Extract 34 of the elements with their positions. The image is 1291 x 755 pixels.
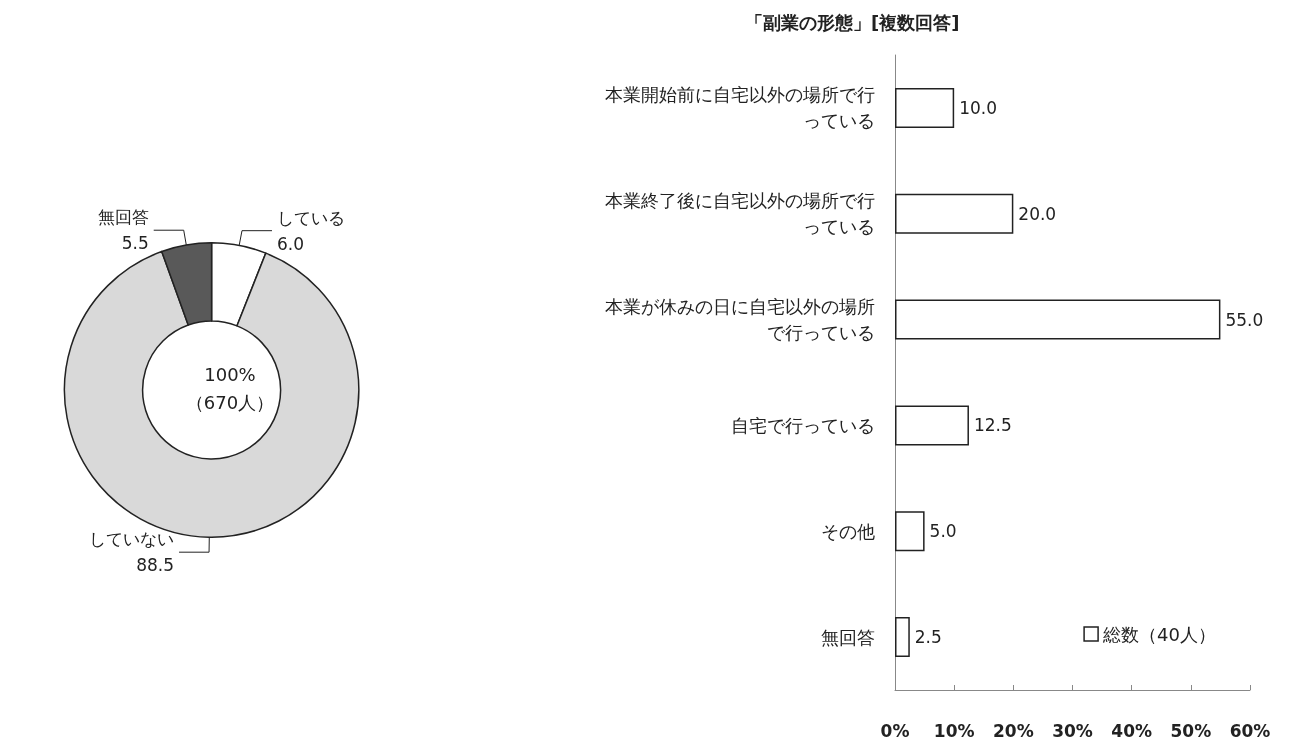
- bar: [895, 299, 1221, 340]
- bar: [895, 405, 969, 446]
- x-tick-label: 0%: [880, 720, 910, 741]
- legend-label: 総数（40人）: [1102, 623, 1216, 645]
- x-tick-label: 10%: [933, 720, 975, 741]
- y-tick-label: 本業終了後に自宅以外の場所で行っている: [605, 190, 875, 238]
- data-label: 5.5: [121, 233, 149, 254]
- data-label: 6.0: [276, 233, 305, 254]
- data-label: 88.5: [136, 555, 175, 576]
- bar: [895, 193, 1014, 234]
- data-label: 2.5: [914, 627, 942, 648]
- x-tick-label: 50%: [1170, 720, 1212, 741]
- slice-label: していない: [89, 529, 175, 550]
- bar: [895, 511, 925, 552]
- data-label: 12.5: [973, 415, 1012, 436]
- text: 100% （670人）: [185, 363, 275, 413]
- slice-label: している: [276, 207, 345, 228]
- data-label: 20.0: [1018, 203, 1057, 224]
- x-tick-label: 40%: [1111, 720, 1153, 741]
- x-tick-label: 60%: [1229, 720, 1271, 741]
- bar: [895, 617, 910, 658]
- y-tick-label: 本業が休みの日に自宅以外の場所で行っている: [605, 296, 875, 344]
- bar: [895, 87, 955, 128]
- y-tick-label: 自宅で行っている: [731, 414, 875, 436]
- y-tick-label: 無回答: [821, 626, 875, 648]
- data-label: 55.0: [1225, 309, 1264, 330]
- chart-title: 「副業の形態」[複数回答]: [745, 11, 960, 33]
- data-label: 5.0: [929, 521, 957, 542]
- data-label: 10.0: [959, 97, 998, 118]
- x-tick-label: 20%: [992, 720, 1034, 741]
- slice-label: 無回答: [97, 207, 149, 228]
- y-tick-label: その他: [821, 520, 875, 542]
- y-tick-label: 本業開始前に自宅以外の場所で行っている: [605, 84, 875, 132]
- x-tick-label: 30%: [1052, 720, 1093, 741]
